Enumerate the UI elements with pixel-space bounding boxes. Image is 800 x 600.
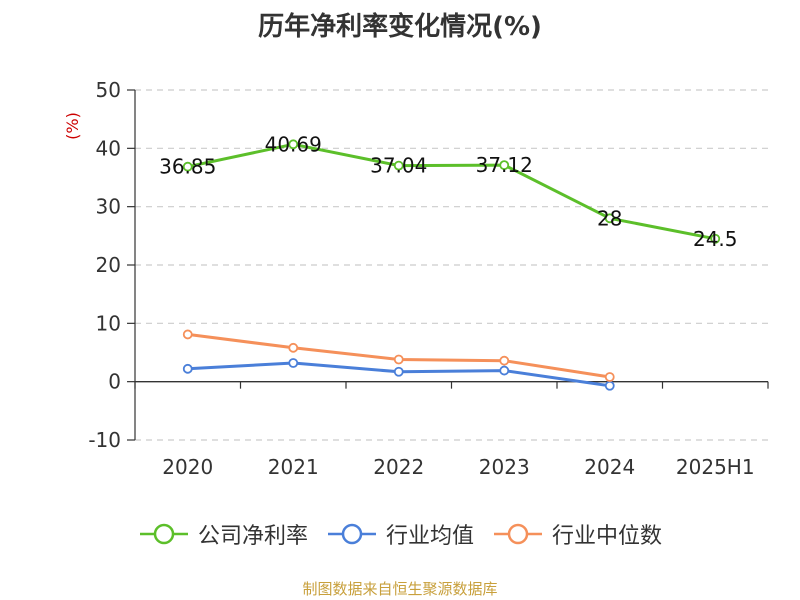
x-tick-label: 2024 — [584, 455, 635, 479]
data-point — [182, 363, 193, 374]
data-label: 36.85 — [159, 155, 216, 179]
y-tick-label: 20 — [96, 253, 121, 277]
legend-symbol-icon — [494, 523, 542, 545]
data-point — [604, 380, 615, 391]
legend: 公司净利率 行业均值 行业中位数 — [0, 518, 800, 550]
data-label: 24.5 — [693, 227, 738, 251]
chart-title: 历年净利率变化情况(%) — [258, 12, 542, 42]
y-tick-label: -10 — [88, 428, 121, 452]
legend-label: 行业均值 — [385, 524, 474, 549]
data-point — [604, 213, 615, 224]
x-tick-label: 2022 — [373, 455, 424, 479]
data-label: 37.12 — [476, 153, 533, 177]
legend-label: 行业中位数 — [552, 524, 663, 549]
x-tick-label: 2021 — [268, 455, 319, 479]
data-point — [182, 329, 193, 340]
data-label: 28 — [597, 206, 622, 230]
data-point — [499, 160, 510, 171]
axes: -10 0 10 20 30 40 50 2020 2021 2022 2023 2024 2025H1… — [63, 78, 769, 479]
data-point — [499, 355, 510, 366]
y-tick-label: 40 — [96, 136, 121, 160]
y-tick-label: 50 — [96, 78, 121, 102]
y-tick-label: 0 — [108, 370, 121, 394]
legend-symbol-icon — [139, 523, 188, 545]
y-axis-label: (%) — [63, 112, 82, 140]
x-tick-label: 2023 — [479, 455, 530, 479]
data-point — [288, 342, 299, 353]
legend-item[interactable]: 公司净利率 — [138, 518, 308, 550]
data-labels: 36.85 40.69 37.04 37.12 28 24.5 — [159, 132, 737, 250]
data-label: 37.04 — [370, 154, 427, 178]
legend-item[interactable]: 行业中位数 — [492, 518, 662, 550]
legend-symbol-icon — [327, 523, 376, 545]
data-point — [604, 372, 615, 382]
data-point — [710, 233, 721, 244]
data-point — [288, 358, 299, 368]
data-point — [393, 160, 404, 171]
y-tick-label: 10 — [96, 311, 121, 335]
legend-label: 公司净利率 — [197, 524, 308, 549]
series-line — [187, 142, 716, 241]
x-tick-label: 2025H1 — [676, 455, 755, 479]
legend-item[interactable]: 行业均值 — [326, 518, 474, 550]
data-point — [393, 354, 404, 365]
y-tick-label: 30 — [96, 195, 121, 219]
x-tick-label: 2020 — [162, 455, 213, 479]
data-point — [393, 366, 404, 377]
source-note: 制图数据来自恒生聚源数据库 — [302, 580, 498, 598]
data-label: 40.69 — [265, 132, 322, 156]
data-point — [182, 161, 193, 172]
series-lines — [182, 139, 721, 391]
data-point — [288, 139, 299, 150]
data-point — [499, 365, 510, 376]
